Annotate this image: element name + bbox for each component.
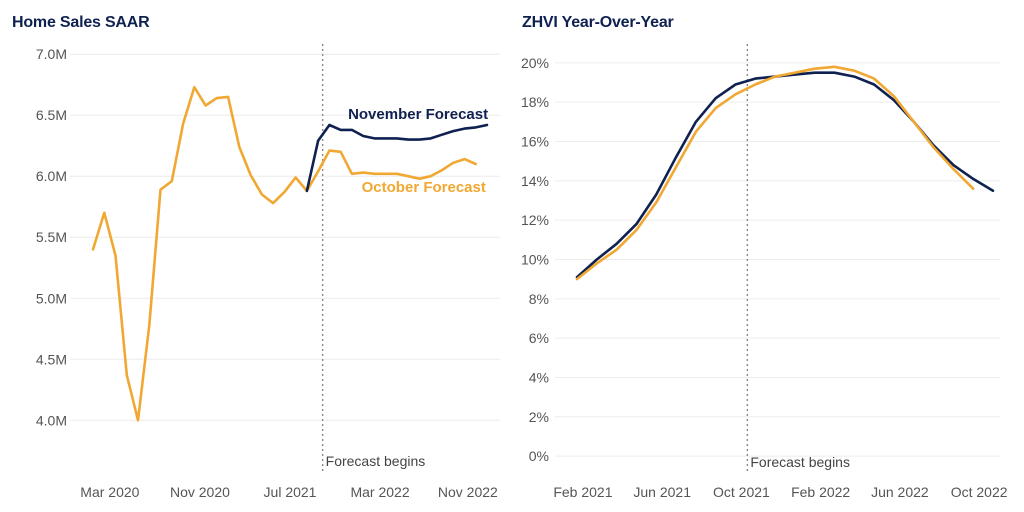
zhvi-x-tick-label: Feb 2022 — [791, 484, 850, 500]
home-sales-title: Home Sales SAAR — [12, 14, 150, 31]
sales-forecast-label: Forecast begins — [326, 453, 426, 469]
sales-november-line — [305, 123, 489, 193]
zhvi-x-tick-label: Feb 2021 — [553, 484, 612, 500]
sales-x-tick-label: Mar 2022 — [350, 484, 409, 500]
zhvi-forecast-label: Forecast begins — [750, 454, 850, 470]
sales-x-tick-label: Jul 2021 — [264, 484, 317, 500]
sales-y-tick-label: 6.5M — [36, 107, 67, 123]
sales-x-tick-label: Nov 2022 — [438, 484, 498, 500]
zhvi-november-line — [575, 71, 995, 279]
sales-y-tick-label: 4.5M — [36, 351, 67, 367]
zhvi-x-tick-label: Oct 2022 — [951, 484, 1008, 500]
sales-november-series-label: November Forecast — [348, 106, 488, 123]
zhvi-y-tick-label: 12% — [521, 212, 549, 228]
sales-october-series-label: October Forecast — [362, 179, 486, 196]
zhvi-y-tick-label: 14% — [521, 173, 549, 189]
zhvi-y-tick-label: 4% — [529, 369, 549, 385]
zhvi-x-tick-label: Jun 2021 — [633, 484, 691, 500]
sales-y-tick-label: 7.0M — [36, 46, 67, 62]
sales-y-tick-label: 4.0M — [36, 412, 67, 428]
sales-x-tick-label: Mar 2020 — [80, 484, 139, 500]
zhvi-y-tick-label: 20% — [521, 55, 549, 71]
zhvi-y-tick-label: 16% — [521, 133, 549, 149]
zhvi-y-tick-label: 0% — [529, 448, 549, 464]
zhvi-title: ZHVI Year-Over-Year — [522, 14, 674, 31]
zhvi-october-line — [575, 65, 975, 281]
sales-y-tick-label: 5.5M — [36, 229, 67, 245]
sales-october-line — [91, 85, 478, 422]
zhvi-y-tick-label: 18% — [521, 94, 549, 110]
zhvi-y-tick-label: 8% — [529, 291, 549, 307]
sales-y-tick-label: 5.0M — [36, 290, 67, 306]
sales-x-tick-label: Nov 2020 — [170, 484, 230, 500]
zhvi-y-tick-label: 6% — [529, 330, 549, 346]
zhvi-y-tick-label: 10% — [521, 251, 549, 267]
zhvi-y-tick-label: 2% — [529, 409, 549, 425]
zhvi-x-tick-label: Jun 2022 — [871, 484, 929, 500]
sales-y-tick-label: 6.0M — [36, 168, 67, 184]
zhvi-x-tick-label: Oct 2021 — [713, 484, 770, 500]
